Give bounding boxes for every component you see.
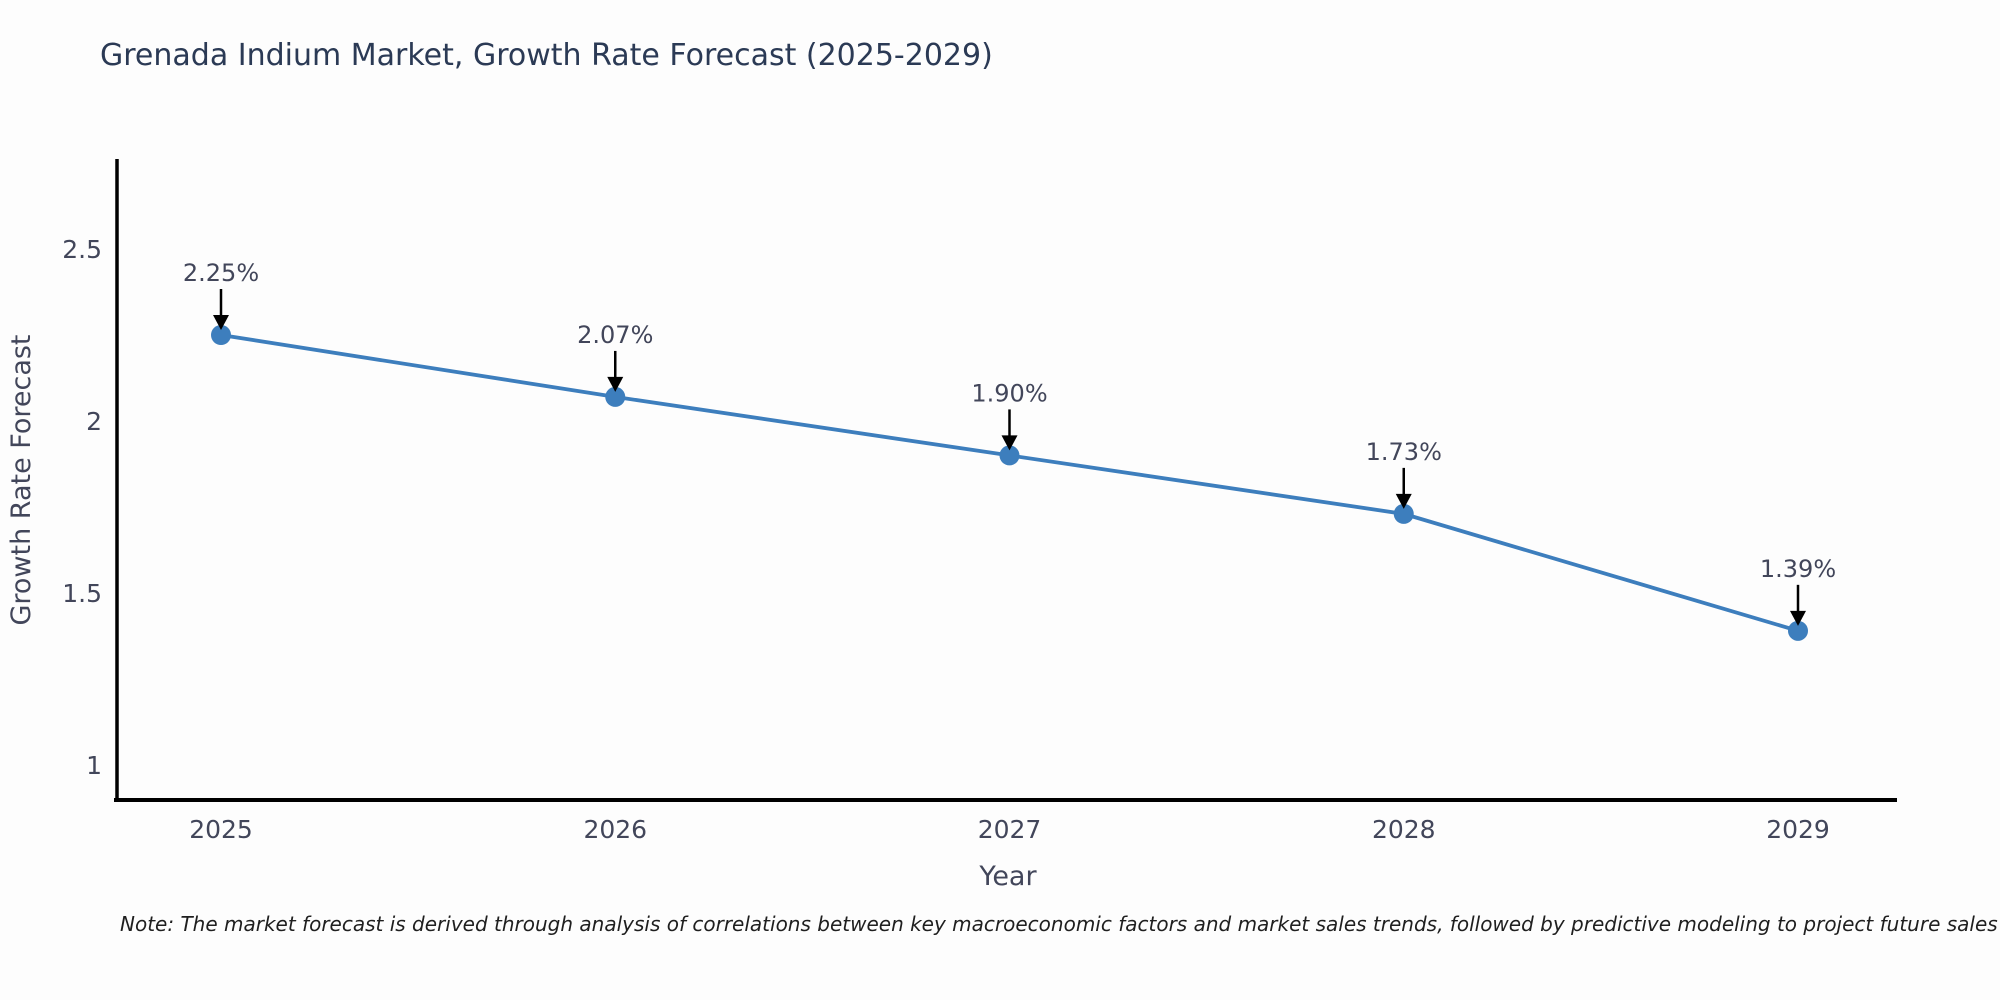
annotation-arrowhead	[1790, 610, 1806, 626]
y-tick-label: 2.5	[62, 235, 102, 264]
y-axis-title: Growth Rate Forecast	[6, 334, 37, 625]
data-point-marker	[605, 386, 626, 407]
x-tick-label: 2028	[1372, 815, 1436, 844]
y-tick-label: 2	[86, 407, 102, 436]
annotation-arrowhead	[213, 315, 229, 330]
line-series	[211, 325, 1808, 641]
annotation-arrowhead	[607, 376, 624, 392]
annotation-label: 2.07%	[577, 321, 653, 349]
annotation-layer: 2.25% 2.07% 1.90% 1.73% 1.39%	[183, 259, 1836, 626]
x-tick-label: 2025	[189, 815, 253, 844]
x-tick-label: 2026	[583, 815, 647, 844]
data-point-marker	[999, 445, 1020, 466]
x-tick-label: 2029	[1766, 815, 1830, 844]
y-tick-label: 1	[86, 751, 102, 780]
axes-layer: 1 1.5 2 2.5 2025 2026 2027 2028 2029	[62, 159, 1897, 844]
annotation-arrowhead	[1001, 435, 1018, 451]
annotation-arrowhead	[1395, 493, 1412, 509]
x-tick-label: 2027	[978, 815, 1042, 844]
x-axis-title: Year	[978, 861, 1037, 892]
annotation-label: 2.25%	[183, 259, 259, 287]
data-point-marker	[211, 325, 231, 345]
chart-title: Grenada Indium Market, Growth Rate Forec…	[100, 38, 993, 73]
annotation-label: 1.39%	[1760, 555, 1836, 583]
data-point-marker	[1788, 620, 1808, 641]
data-point-marker	[1393, 503, 1414, 524]
annotation-label: 1.73%	[1366, 438, 1442, 466]
y-tick-label: 1.5	[62, 579, 102, 608]
chart-footnote: Note: The market forecast is derived thr…	[120, 912, 1998, 936]
annotation-label: 1.90%	[971, 379, 1047, 407]
